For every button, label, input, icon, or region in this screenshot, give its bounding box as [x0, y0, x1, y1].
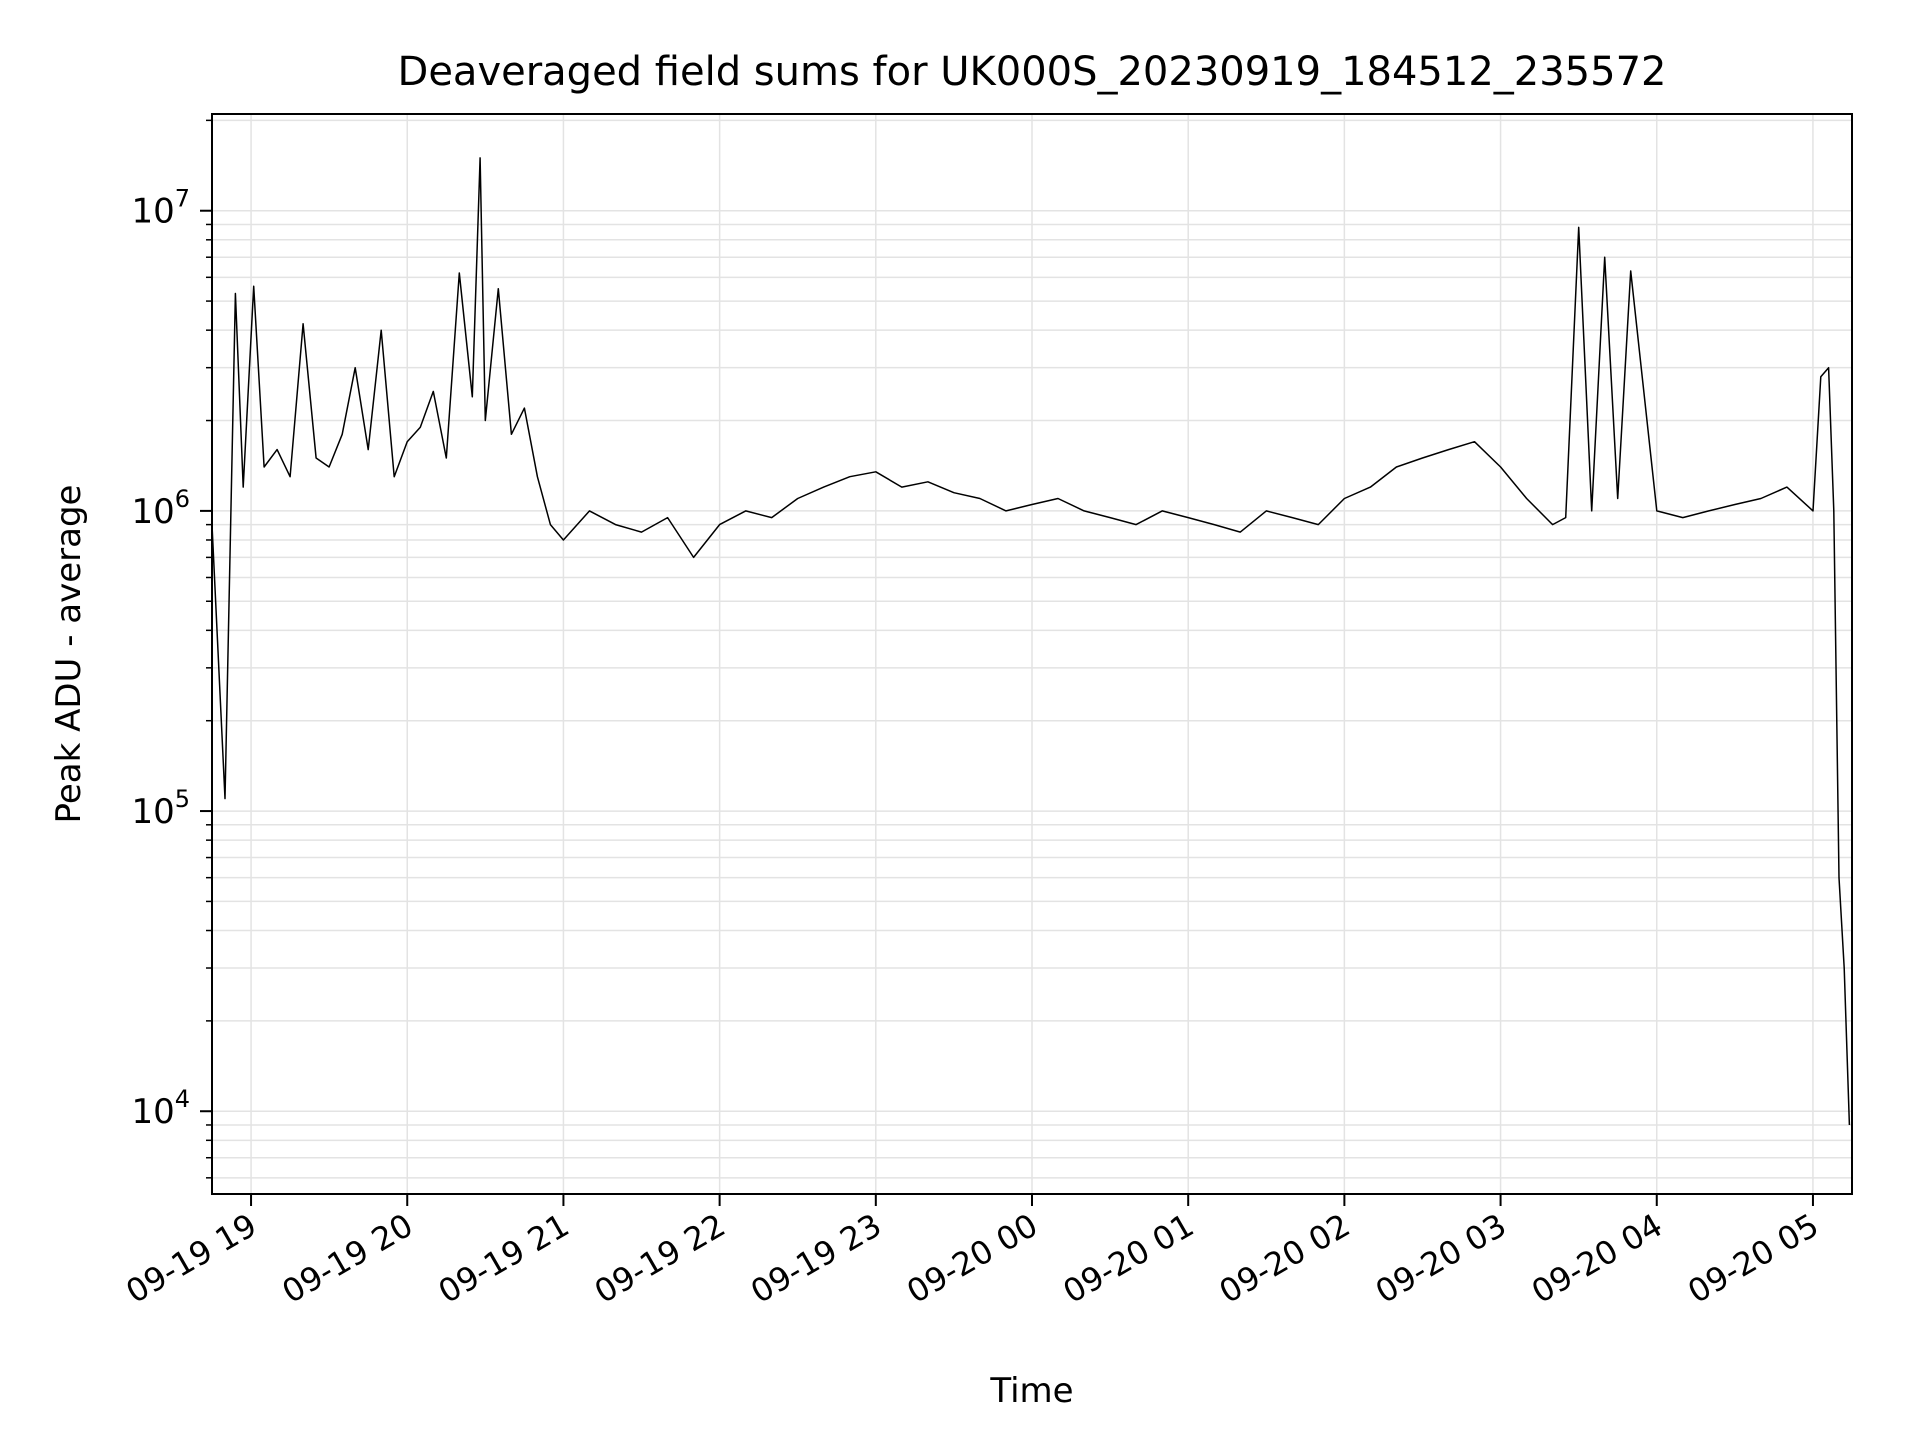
x-tick-label: 09-20 04 [1525, 1206, 1669, 1311]
x-tick-label: 09-19 22 [588, 1206, 732, 1311]
x-tick-label: 09-20 01 [1057, 1206, 1201, 1311]
data-series [211, 157, 1851, 1126]
y-tick-label: 105 [131, 785, 190, 832]
x-tick-label: 09-20 05 [1681, 1206, 1825, 1311]
x-tick-label: 09-20 02 [1213, 1206, 1357, 1311]
x-tick-label: 09-19 20 [276, 1206, 420, 1311]
x-tick-label: 09-20 03 [1369, 1206, 1513, 1311]
x-tick-label: 09-20 00 [900, 1206, 1044, 1311]
x-axis-label: Time [989, 1371, 1073, 1411]
series-line-0 [211, 157, 1851, 1126]
x-tick-label: 09-19 19 [119, 1206, 263, 1311]
y-axis-label: Peak ADU - average [49, 485, 89, 824]
y-tick-label: 107 [131, 185, 190, 232]
grid-lines [212, 114, 1852, 1194]
chart-title: Deaveraged field sums for UK000S_2023091… [398, 49, 1667, 95]
x-tick-label: 09-19 23 [744, 1206, 888, 1311]
y-tick-label: 106 [131, 485, 190, 532]
y-tick-labels: 104 105 106 107 [131, 185, 190, 1133]
x-tick-label: 09-19 21 [432, 1206, 576, 1311]
axis-ticks [200, 119, 1814, 1206]
x-tick-labels: 09-19 19 09-19 20 09-19 21 09-19 22 09-19 23… [119, 1206, 1825, 1311]
y-tick-label: 104 [131, 1085, 190, 1132]
